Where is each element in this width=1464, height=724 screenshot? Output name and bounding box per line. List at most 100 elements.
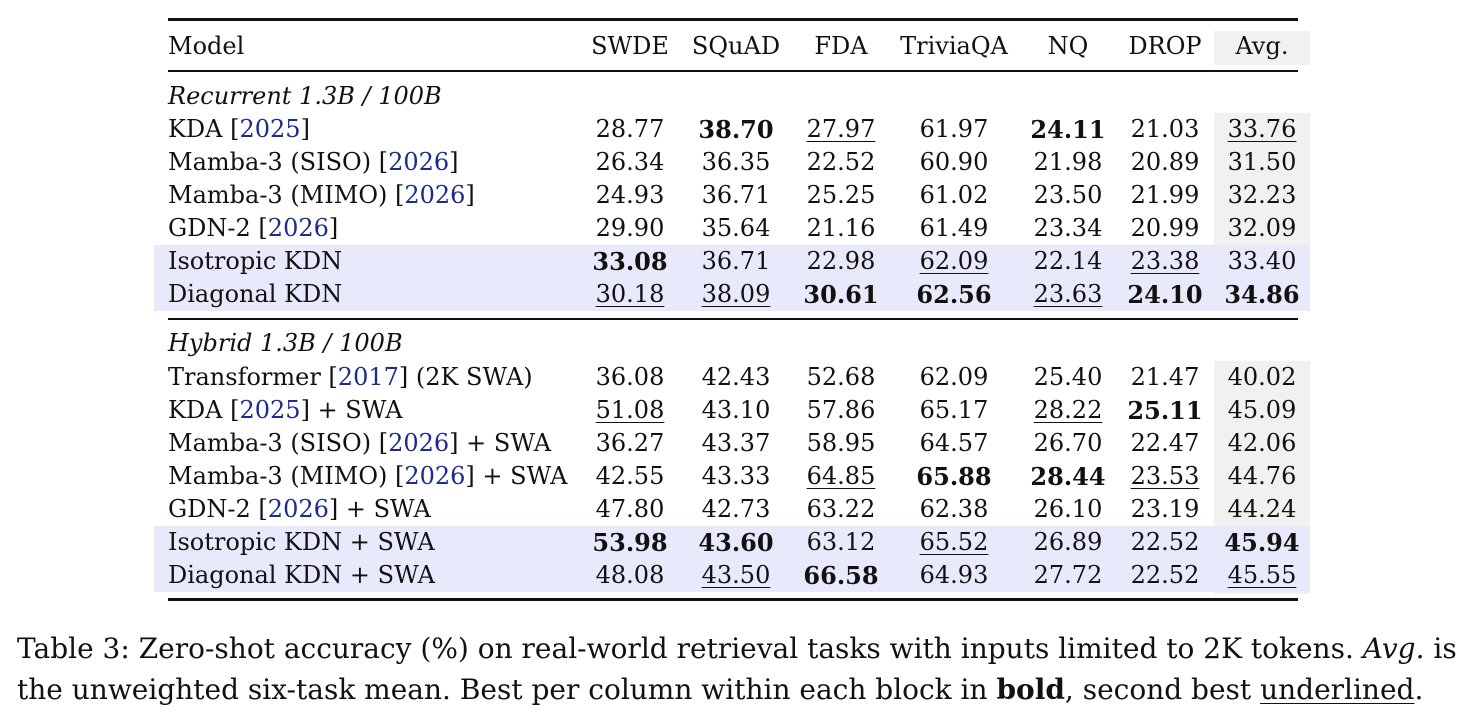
value-text: 35.64 [701,214,771,242]
value-text: 26.89 [1033,528,1103,556]
value-triviaqa: 61.02 [899,179,1009,212]
header-nq: NQ [1047,32,1089,60]
citation-link[interactable]: 2026 [267,214,329,242]
value-text: 24.10 [1127,280,1203,309]
value-drop: 25.11 [1110,394,1220,427]
value-text: 65.88 [916,462,992,491]
value-triviaqa: 61.97 [899,113,1009,146]
value-text: 63.22 [806,495,876,523]
value-swde: 47.80 [575,493,685,526]
value-text: 36.71 [701,181,771,209]
model-name: Diagonal KDN [168,278,342,311]
value-drop: 23.53 [1110,460,1220,493]
value-fda: 64.85 [786,460,896,493]
value-nq: 21.98 [1013,146,1123,179]
bottom-rule [168,598,1298,601]
value-text: 53.98 [592,528,668,557]
value-text: 38.70 [698,115,774,144]
value-text: 30.18 [595,280,665,308]
value-drop: 24.10 [1110,278,1220,311]
value-fda: 63.22 [786,493,896,526]
caption-avg: Avg. [1362,632,1425,665]
value-text: 23.34 [1033,214,1103,242]
value-avg: 45.55 [1207,559,1317,592]
citation-link[interactable]: 2026 [404,181,466,209]
citation-link[interactable]: 2026 [388,148,450,176]
top-rule [168,18,1298,21]
value-text: 33.76 [1227,115,1297,143]
citation-link[interactable]: 2026 [388,429,450,457]
value-text: 27.97 [806,115,876,143]
value-swde: 53.98 [575,526,685,559]
value-squad: 38.70 [681,113,791,146]
value-text: 24.93 [595,181,665,209]
value-text: 25.25 [806,181,876,209]
citation-link[interactable]: 2017 [337,363,399,391]
value-text: 36.08 [595,363,665,391]
value-fda: 57.86 [786,394,896,427]
citation-link[interactable]: 2025 [239,115,301,143]
value-squad: 36.71 [681,245,791,278]
model-label-suffix: ] + SWA [465,462,568,490]
value-text: 62.09 [919,363,989,391]
header-squad: SQuAD [691,32,781,60]
value-avg: 32.09 [1207,212,1317,245]
model-label-suffix: ] + SWA [449,429,552,457]
value-swde: 42.55 [575,460,685,493]
value-fda: 58.95 [786,427,896,460]
caption-text-3: , second best [1064,673,1261,706]
value-drop: 23.19 [1110,493,1220,526]
value-swde: 30.18 [575,278,685,311]
model-name: Transformer [2017] (2K SWA) [168,361,533,394]
value-text: 45.09 [1227,396,1297,424]
value-squad: 43.33 [681,460,791,493]
model-label: KDA [ [168,396,240,424]
value-avg: 34.86 [1207,278,1317,311]
value-text: 28.22 [1033,396,1103,424]
value-text: 30.61 [803,280,879,309]
model-label-suffix: ] [300,115,310,143]
model-name: Diagonal KDN + SWA [168,559,435,592]
header-drop: DROP [1128,32,1202,60]
value-text: 63.12 [806,528,876,556]
model-label: Mamba-3 (MIMO) [ [168,462,405,490]
value-triviaqa: 64.93 [899,559,1009,592]
caption-underlined: underlined [1260,673,1415,706]
value-fda: 21.16 [786,212,896,245]
block-title: Recurrent 1.3B / 100B [168,82,442,110]
value-drop: 21.47 [1110,361,1220,394]
value-triviaqa: 61.49 [899,212,1009,245]
value-text: 21.98 [1033,148,1103,176]
block-title: Hybrid 1.3B / 100B [168,329,403,357]
value-text: 22.52 [1130,528,1200,556]
value-avg: 42.06 [1207,427,1317,460]
citation-link[interactable]: 2025 [239,396,301,424]
value-drop: 23.38 [1110,245,1220,278]
value-text: 62.56 [916,280,992,309]
value-triviaqa: 60.90 [899,146,1009,179]
value-text: 26.34 [595,148,665,176]
value-fda: 30.61 [786,278,896,311]
value-text: 22.52 [1130,561,1200,589]
citation-link[interactable]: 2026 [404,462,466,490]
value-fda: 22.98 [786,245,896,278]
value-text: 33.40 [1227,247,1297,275]
value-text: 42.55 [595,462,665,490]
value-nq: 23.63 [1013,278,1123,311]
value-text: 44.76 [1227,462,1297,490]
value-text: 36.71 [701,247,771,275]
value-squad: 35.64 [681,212,791,245]
value-nq: 24.11 [1013,113,1123,146]
value-nq: 26.10 [1013,493,1123,526]
value-nq: 26.89 [1013,526,1123,559]
value-triviaqa: 62.09 [899,361,1009,394]
value-triviaqa: 65.17 [899,394,1009,427]
value-text: 29.90 [595,214,665,242]
value-text: 64.57 [919,429,989,457]
value-text: 23.53 [1130,462,1200,490]
value-text: 33.08 [592,247,668,276]
citation-link[interactable]: 2026 [267,495,329,523]
value-nq: 23.50 [1013,179,1123,212]
value-nq: 28.22 [1013,394,1123,427]
value-squad: 43.10 [681,394,791,427]
